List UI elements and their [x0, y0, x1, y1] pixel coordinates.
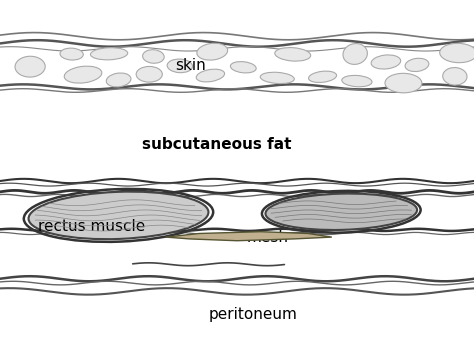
Text: mesh: mesh — [246, 230, 289, 245]
Text: rectus muscle: rectus muscle — [38, 219, 145, 234]
Ellipse shape — [265, 194, 417, 230]
Ellipse shape — [106, 73, 131, 87]
Ellipse shape — [343, 43, 367, 64]
Ellipse shape — [91, 48, 128, 60]
Ellipse shape — [405, 58, 429, 72]
Ellipse shape — [260, 72, 294, 84]
Ellipse shape — [342, 75, 372, 87]
Ellipse shape — [60, 48, 83, 60]
Ellipse shape — [371, 55, 401, 69]
Ellipse shape — [440, 43, 474, 63]
Ellipse shape — [196, 69, 225, 82]
Ellipse shape — [309, 71, 337, 83]
Text: peritoneum: peritoneum — [209, 307, 298, 323]
Ellipse shape — [136, 67, 162, 82]
Ellipse shape — [275, 47, 310, 61]
Ellipse shape — [197, 43, 228, 60]
Ellipse shape — [15, 56, 45, 77]
Ellipse shape — [167, 59, 192, 73]
Ellipse shape — [443, 68, 467, 85]
Text: subcutaneous fat: subcutaneous fat — [142, 137, 292, 152]
Ellipse shape — [64, 66, 102, 83]
Ellipse shape — [28, 191, 209, 239]
Ellipse shape — [230, 62, 256, 73]
Text: skin: skin — [175, 58, 206, 73]
Ellipse shape — [385, 73, 422, 93]
Ellipse shape — [143, 50, 164, 63]
Polygon shape — [166, 232, 332, 241]
